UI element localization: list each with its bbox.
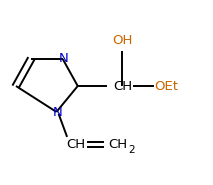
Text: CH: CH (66, 138, 85, 151)
Text: CH: CH (113, 80, 132, 92)
Text: OH: OH (112, 34, 133, 47)
Text: N: N (59, 52, 69, 65)
Text: CH: CH (109, 138, 128, 151)
Text: N: N (53, 106, 62, 119)
Text: OEt: OEt (154, 80, 178, 92)
Text: 2: 2 (129, 145, 135, 155)
